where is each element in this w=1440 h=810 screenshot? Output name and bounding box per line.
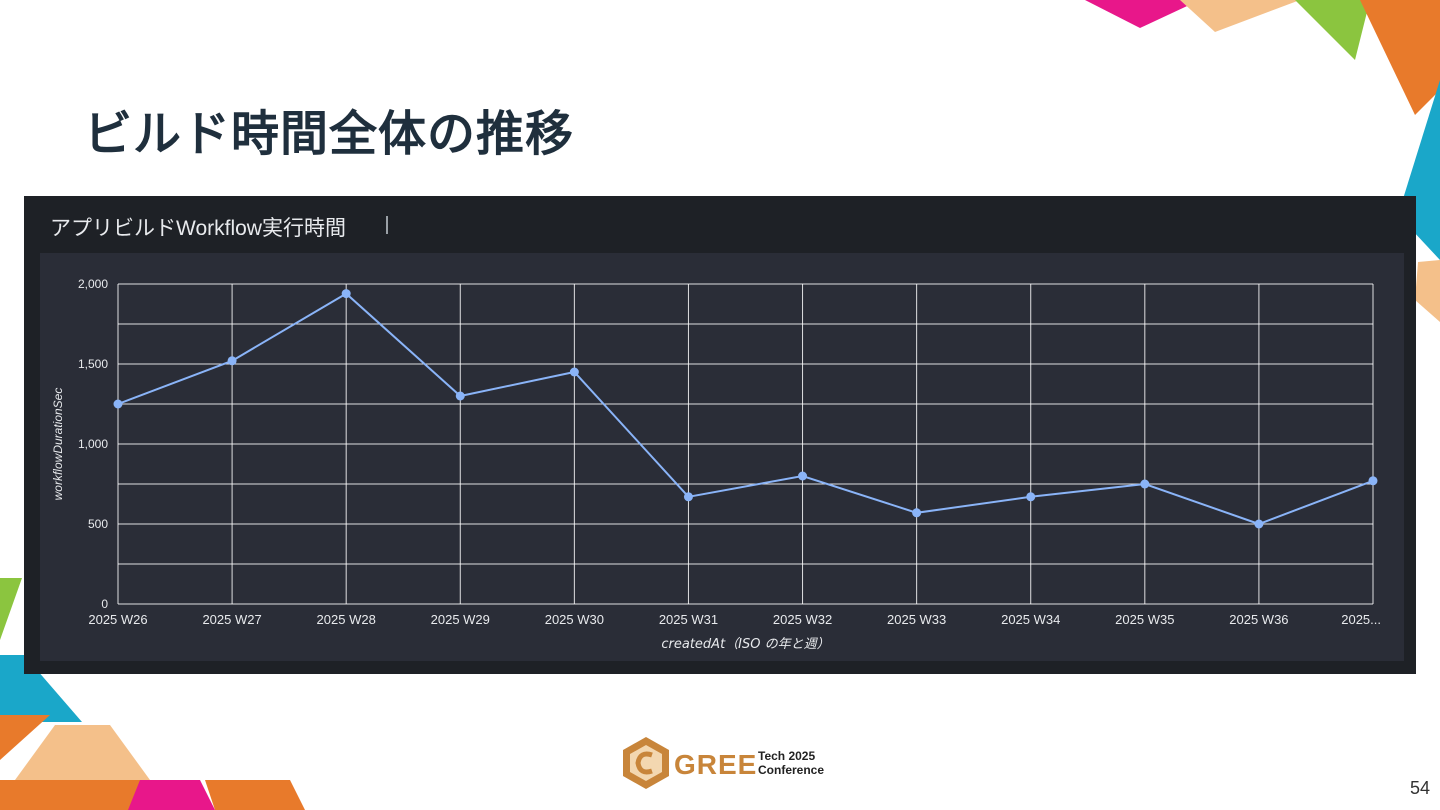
data-point <box>113 399 123 409</box>
plot-area: 0 500 1,000 1,500 2,000 2025 W26 2025 W27 2025 … <box>40 253 1404 661</box>
data-point <box>569 367 579 377</box>
x-tick-label: 2025 W32 <box>773 612 832 627</box>
deco-shape <box>1360 0 1440 115</box>
data-point <box>683 492 693 502</box>
x-tick-label: 2025... <box>1341 612 1381 627</box>
page-number: 54 <box>1409 778 1430 798</box>
y-tick-label: 1,500 <box>78 357 108 371</box>
x-tick-label: 2025 W34 <box>1001 612 1060 627</box>
data-point <box>798 471 808 481</box>
deco-shape <box>205 780 305 810</box>
y-tick-label: 0 <box>101 597 108 611</box>
data-point <box>1254 519 1264 529</box>
deco-shape <box>128 780 215 810</box>
deco-shape <box>0 715 50 760</box>
deco-shape <box>0 655 82 722</box>
x-tick-label: 2025 W31 <box>659 612 718 627</box>
data-point <box>341 289 351 299</box>
x-tick-label: 2025 W35 <box>1115 612 1174 627</box>
deco-shape <box>0 578 22 640</box>
title-cursor <box>386 216 388 234</box>
logo-subtitle-line1: Tech 2025 <box>758 749 816 763</box>
data-point <box>1140 479 1150 489</box>
chart-panel-title: アプリビルドWorkflow実行時間 <box>50 217 346 240</box>
x-tick-label: 2025 W29 <box>431 612 490 627</box>
x-tick-label: 2025 W36 <box>1229 612 1288 627</box>
x-tick-label: 2025 W26 <box>88 612 147 627</box>
gree-tech-conference-logo: GREE Tech 2025 Conference <box>618 735 830 791</box>
deco-shape <box>1415 260 1440 322</box>
y-tick-label: 2,000 <box>78 277 108 291</box>
data-point <box>227 356 237 366</box>
deco-shape <box>15 725 150 780</box>
y-axis-title: workflowDurationSec <box>51 388 65 501</box>
deco-shape <box>1295 0 1370 60</box>
x-tick-label: 2025 W33 <box>887 612 946 627</box>
line-chart: 0 500 1,000 1,500 2,000 2025 W26 2025 W27 2025 … <box>51 277 1381 652</box>
x-tick-label: 2025 W27 <box>202 612 261 627</box>
logo-subtitle-line2: Conference <box>758 763 825 777</box>
chart-panel: アプリビルドWorkflow実行時間 0 500 1,000 1,500 2,000 20… <box>24 196 1416 674</box>
data-point <box>455 391 465 401</box>
data-point <box>912 508 922 518</box>
y-tick-label: 1,000 <box>78 437 108 451</box>
deco-shape <box>1085 0 1200 28</box>
x-axis-title: createdAt（ISO の年と週） <box>661 636 829 652</box>
data-point <box>1026 492 1036 502</box>
data-point <box>1368 476 1378 486</box>
slide-title: ビルド時間全体の推移 <box>84 106 575 162</box>
y-tick-label: 500 <box>88 517 108 531</box>
series-line <box>117 292 1374 526</box>
x-tick-label: 2025 W30 <box>545 612 604 627</box>
logo-emblem-icon <box>623 737 669 789</box>
deco-shape <box>1180 0 1300 32</box>
x-tick-label: 2025 W28 <box>317 612 376 627</box>
logo-wordmark: GREE <box>674 749 758 780</box>
